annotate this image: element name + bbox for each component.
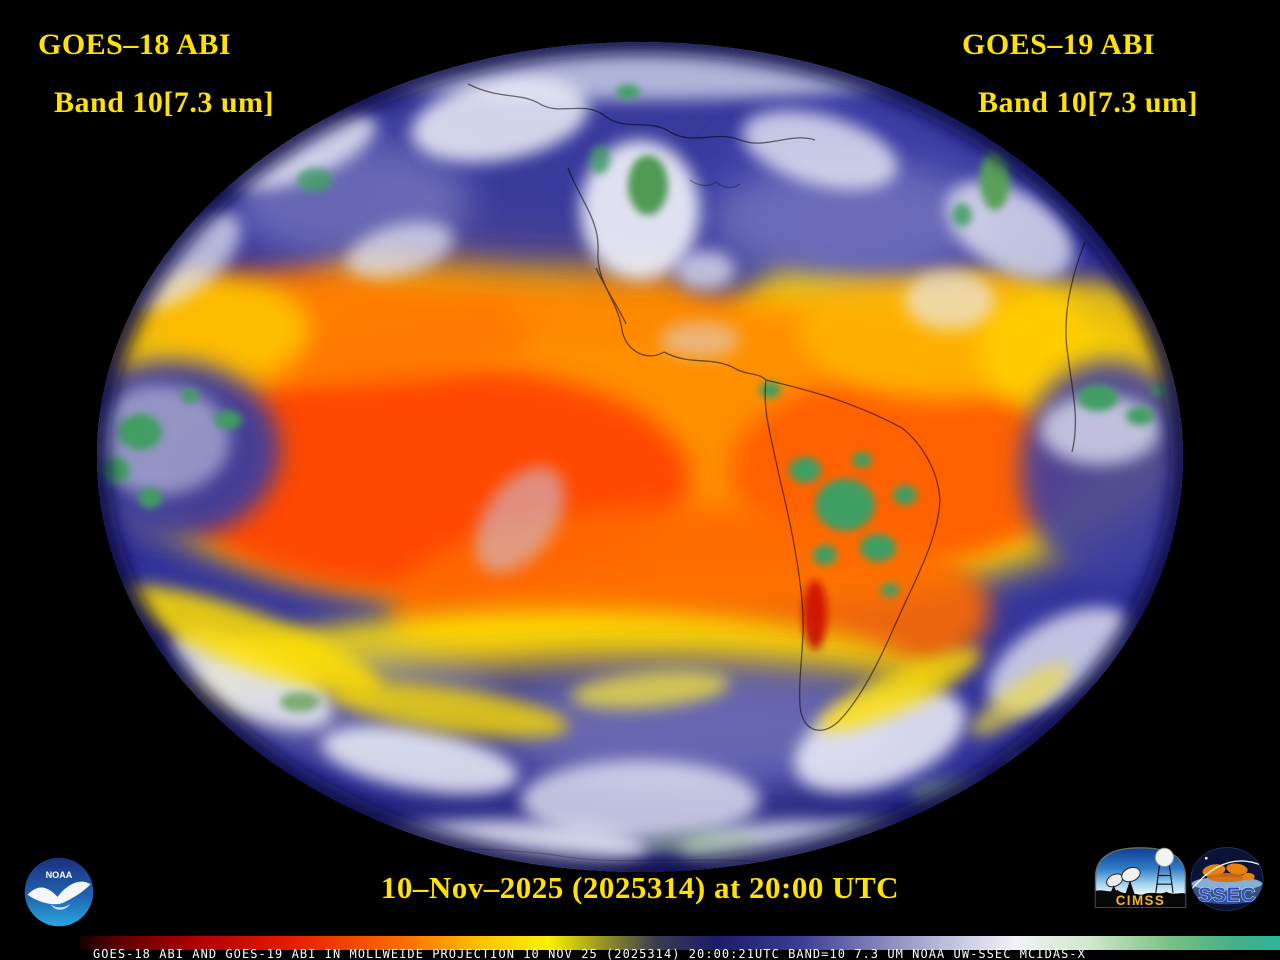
goes19-line2: Band 10[7.3 um]: [978, 86, 1199, 119]
goes18-title: GOES–18 ABI Band 10[7.3 um]: [38, 28, 275, 119]
cimss-logo: CIMSS: [1094, 847, 1187, 908]
radome-icon: [1154, 847, 1174, 867]
goes19-line1: GOES–19 ABI: [962, 28, 1156, 61]
status-annotation-line: GOES-18 ABI AND GOES-19 ABI IN MOLLWEIDE…: [93, 947, 1086, 960]
ssec-logo-text: SSEC: [1198, 883, 1256, 906]
orbit-arc-icon: [1191, 860, 1264, 890]
globe-continents-icon: [1202, 863, 1255, 883]
noaa-gull-icon: [27, 881, 91, 905]
goes18-line1: GOES–18 ABI: [38, 28, 232, 61]
satellite-dish-icons: [1106, 866, 1141, 895]
cimss-logo-text: CIMSS: [1116, 893, 1166, 908]
noaa-logo-text: NOAA: [46, 870, 73, 880]
noaa-logo: NOAA: [24, 857, 94, 927]
star-icon: [1204, 856, 1208, 860]
goes18-line2: Band 10[7.3 um]: [54, 86, 275, 119]
image-timestamp: 10–Nov–2025 (2025314) at 20:00 UTC: [380, 870, 900, 905]
goes19-title: GOES–19 ABI Band 10[7.3 um]: [962, 28, 1199, 119]
ssec-logo: SSEC: [1190, 847, 1264, 911]
radome-tower-icon: [1155, 863, 1174, 893]
colorbar: [80, 936, 1280, 950]
